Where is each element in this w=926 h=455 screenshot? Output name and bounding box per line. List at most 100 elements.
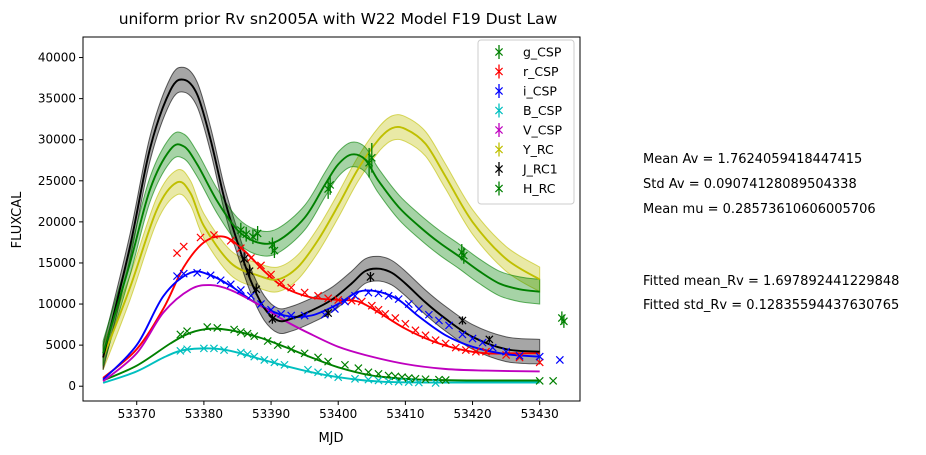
- point-b-csp: [431, 378, 440, 387]
- point-i-csp: [236, 286, 245, 295]
- point-i-csp: [424, 310, 433, 319]
- point-b-csp: [374, 376, 383, 385]
- point-i-csp: [434, 316, 443, 325]
- legend-label: B_CSP: [523, 103, 562, 118]
- point-b-csp: [414, 378, 423, 387]
- point-i-csp: [300, 311, 309, 320]
- legend-box: [477, 39, 575, 205]
- point-b-csp: [250, 352, 259, 361]
- point-i-csp: [468, 334, 477, 343]
- point-i-csp: [277, 309, 286, 318]
- point-g-csp: [384, 371, 393, 380]
- point-g-csp: [273, 341, 282, 350]
- point-i-csp: [193, 268, 202, 277]
- point-g-csp: [236, 327, 245, 337]
- point-g-csp: [535, 376, 544, 385]
- point-b-csp: [384, 377, 393, 386]
- point-h-rc: [270, 246, 279, 255]
- legend-marker: [494, 86, 504, 96]
- point-b-csp: [183, 345, 192, 354]
- point-b-csp: [303, 365, 313, 374]
- point-r-csp: [287, 283, 296, 292]
- point-i-csp: [287, 311, 296, 320]
- legend-entry-v-csp: V_CSP: [494, 123, 562, 138]
- point-i-csp: [414, 304, 423, 313]
- point-r-csp: [236, 244, 245, 253]
- point-h-rc: [326, 180, 335, 189]
- point-g-csp: [203, 323, 212, 332]
- point-g-csp: [397, 373, 407, 382]
- point-r-csp: [314, 291, 323, 300]
- point-i-csp: [458, 330, 467, 339]
- point-r-csp: [209, 230, 218, 240]
- point-r-csp: [481, 347, 490, 356]
- point-j-rc1: [245, 267, 254, 276]
- point-g-csp: [421, 375, 430, 384]
- legend-entry-j-rc1: J_RC1: [494, 162, 558, 177]
- axes: 53370 53380 53390 53400 53410 53420 53430 0 5000…: [38, 36, 581, 421]
- point-g-csp: [300, 349, 309, 358]
- point-b-csp: [394, 377, 403, 386]
- legend-entry-b-csp: B_CSP: [494, 103, 562, 118]
- y-tick-label: 25000: [38, 174, 76, 188]
- point-b-csp: [199, 344, 208, 353]
- point-i-csp: [226, 280, 235, 289]
- point-r-csp: [324, 294, 333, 303]
- point-g-csp: [324, 357, 333, 366]
- point-i-csp: [330, 304, 339, 313]
- point-h-rc: [459, 251, 468, 260]
- x-tick-label: 53410: [386, 407, 424, 421]
- legend-marker: [494, 145, 504, 154]
- point-i-csp: [350, 291, 360, 300]
- legend-label: J_RC1: [522, 162, 558, 177]
- stat-mean-mu: Mean mu = 0.28573610606005706: [643, 202, 876, 217]
- legend-marker: [494, 106, 504, 115]
- y-tick-label: 10000: [38, 297, 76, 311]
- y-tick-label: 35000: [38, 92, 76, 106]
- legend-entry-h-rc: H_RC: [494, 181, 556, 196]
- legend-label: r_CSP: [523, 64, 559, 79]
- x-tick-label: 53400: [319, 407, 357, 421]
- point-i-csp: [488, 343, 497, 352]
- point-r-csp: [246, 254, 255, 263]
- point-r-csp: [300, 288, 309, 297]
- point-j-rc1: [252, 285, 261, 294]
- point-i-csp: [394, 295, 403, 304]
- stat-mean-av: Mean Av = 1.7624059418447415: [643, 152, 863, 167]
- point-r-csp: [267, 270, 276, 279]
- point-r-csp: [367, 301, 376, 310]
- point-b-csp: [270, 358, 279, 367]
- point-b-csp: [364, 375, 373, 384]
- point-b-csp: [404, 378, 413, 387]
- point-b-csp: [176, 346, 185, 355]
- point-r-csp: [391, 313, 400, 323]
- point-j-rc1: [268, 314, 277, 323]
- point-r-csp: [471, 347, 480, 356]
- point-r-csp: [502, 350, 511, 360]
- y-tick-label: 40000: [38, 51, 76, 65]
- point-g-csp: [374, 369, 383, 378]
- point-g-csp: [340, 360, 349, 369]
- point-r-csp: [374, 305, 383, 314]
- point-j-rc1: [458, 316, 467, 325]
- point-i-csp: [535, 352, 544, 361]
- point-h-rc: [248, 232, 257, 241]
- point-i-csp: [173, 272, 182, 281]
- point-r-csp: [347, 296, 356, 305]
- point-i-csp: [246, 291, 255, 300]
- stat-std-av: Std Av = 0.09074128089504338: [643, 177, 857, 192]
- point-g-csp: [364, 368, 373, 377]
- point-i-csp: [267, 305, 276, 314]
- y-axis-label: FLUXCAL: [10, 191, 25, 249]
- point-r-csp: [461, 346, 470, 355]
- point-r-csp: [256, 261, 266, 270]
- point-r-csp: [411, 326, 420, 335]
- x-tick-label: 53380: [185, 407, 223, 421]
- legend-label: g_CSP: [523, 45, 562, 60]
- point-i-csp: [216, 276, 225, 285]
- legend-label: H_RC: [523, 181, 556, 196]
- point-h-rc: [236, 226, 245, 235]
- legend-marker: [494, 47, 504, 57]
- x-axis-label: MJD: [318, 431, 343, 446]
- y-tick-label: 30000: [38, 133, 76, 147]
